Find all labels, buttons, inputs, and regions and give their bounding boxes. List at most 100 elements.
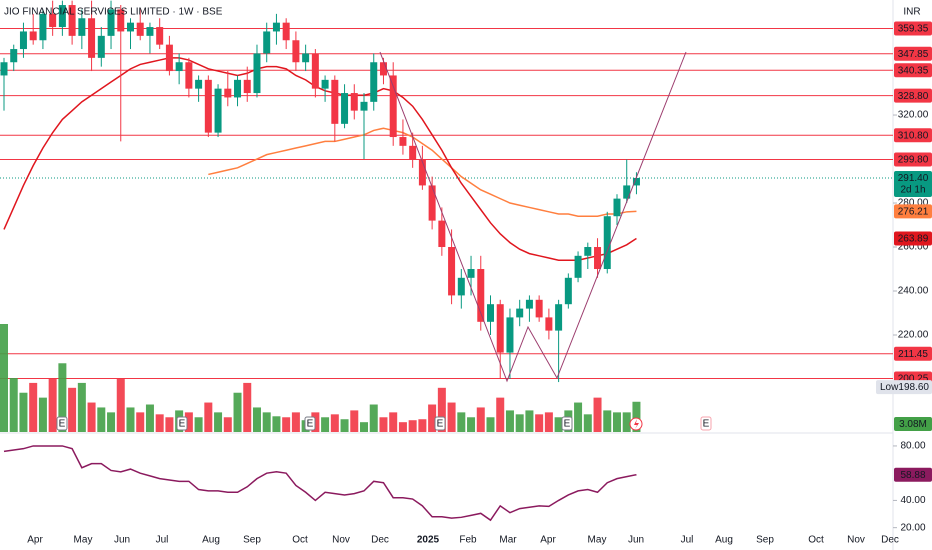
volume-bar: [214, 412, 223, 432]
volume-bar: [398, 422, 407, 432]
moving-average: [208, 127, 637, 217]
x-tick-label: Jun: [628, 535, 644, 546]
last-price-box: [894, 170, 932, 197]
candle-body: [389, 75, 397, 138]
level-label-box: [894, 346, 932, 361]
volume-bar: [535, 414, 544, 432]
x-tick-label: 2025: [417, 535, 440, 546]
earnings-label: E: [703, 419, 710, 430]
candle-body: [399, 137, 407, 146]
candles: [0, 0, 640, 383]
volume-bar: [184, 412, 193, 432]
candle-body: [477, 269, 485, 322]
candle-body: [195, 79, 203, 89]
candle-body: [457, 277, 465, 296]
moving-average: [3, 57, 637, 261]
volume-bar: [282, 417, 291, 432]
candle-body: [438, 220, 446, 248]
candle-body: [564, 277, 572, 305]
earnings-marker: [700, 416, 712, 431]
x-tick-label: Nov: [332, 535, 350, 546]
y-tick-label: 280.00: [898, 198, 929, 209]
volume-bar: [554, 417, 563, 432]
earnings-marker: [434, 416, 446, 431]
volume-bar: [38, 397, 47, 432]
volume-bar: [165, 417, 174, 432]
volume-bar: [321, 417, 330, 432]
candle-body: [243, 79, 251, 94]
earnings-marker: [561, 416, 573, 431]
volume-bar: [58, 363, 67, 432]
volume-bar: [0, 324, 8, 432]
volume-bar: [612, 412, 621, 432]
low-box: [876, 380, 932, 395]
y-tick-label: 320.00: [898, 110, 929, 121]
x-tick-label: Aug: [715, 535, 733, 546]
candle-body: [272, 22, 280, 32]
x-tick-label: Dec: [371, 535, 389, 546]
candle-body: [10, 49, 18, 63]
level-label-box: [894, 21, 932, 36]
candle-body: [156, 27, 164, 45]
x-tick-label: Oct: [808, 535, 824, 546]
chart-title: JIO FINANCIAL SERVICES LIMITED · 1W · BS…: [4, 7, 223, 18]
volume-bar: [77, 382, 86, 432]
volume-bar: [262, 412, 271, 432]
volume-bar: [408, 420, 417, 432]
candle-body: [29, 31, 37, 41]
volume-bar: [447, 402, 456, 432]
volume-bar: [29, 382, 38, 432]
candle-body: [594, 247, 602, 270]
candle-body: [204, 79, 212, 133]
volume-bar: [68, 387, 77, 432]
level-label: 299.80: [898, 155, 929, 166]
earnings-marker: [176, 416, 188, 431]
earnings-label: E: [179, 419, 186, 430]
level-label: 359.35: [898, 24, 929, 35]
candle-body: [409, 145, 417, 160]
earnings-label: E: [564, 419, 571, 430]
low-text: Low: [880, 382, 899, 393]
level-label-box: [894, 88, 932, 103]
volume-bar: [136, 412, 145, 432]
candle-body: [126, 22, 134, 32]
candle-body: [224, 88, 232, 98]
volume-bar: [505, 410, 514, 432]
candle-body: [350, 93, 358, 111]
volume-bar: [476, 407, 485, 432]
x-tick-label: Sep: [243, 535, 261, 546]
candle-body: [292, 40, 300, 63]
candle-body: [632, 177, 640, 186]
x-tick-label: Apr: [540, 535, 556, 546]
volume-bar: [107, 412, 116, 432]
earnings-label: E: [307, 419, 314, 430]
volume-bar: [486, 417, 495, 432]
volume-bar: [233, 392, 242, 432]
candle-body: [58, 5, 66, 28]
dividend-icon-bolt: [634, 419, 639, 429]
volume-bar: [155, 414, 164, 432]
axes: 220.00 240.00 260.00 280.00 320.00 359.35 347.…: [27, 21, 932, 546]
volume-bar: [360, 422, 369, 432]
candle-body: [68, 5, 76, 36]
candle-body: [448, 247, 456, 296]
candle-body: [49, 13, 57, 28]
candle-body: [263, 31, 271, 54]
volume-bar: [340, 419, 349, 432]
candle-body: [253, 53, 261, 94]
candle-body: [428, 185, 436, 221]
x-tick-label: Oct: [292, 535, 308, 546]
candle-body: [214, 88, 222, 133]
candle-body: [516, 308, 524, 318]
candle-body: [185, 62, 193, 89]
y-tick-label: 260.00: [898, 242, 929, 253]
volume-bar: [622, 412, 631, 432]
candle-body: [496, 304, 504, 353]
candle-body: [78, 18, 86, 36]
level-label: 340.35: [898, 65, 929, 76]
volume-bar: [467, 417, 476, 432]
x-tick-label: Mar: [499, 535, 517, 546]
volume-bar: [632, 401, 641, 432]
candle-body: [0, 62, 8, 76]
candle-body: [331, 79, 339, 124]
